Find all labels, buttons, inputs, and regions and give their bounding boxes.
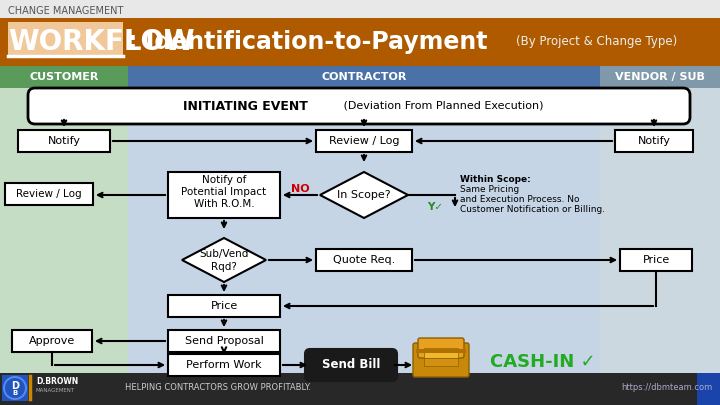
Text: Notify of: Notify of	[202, 175, 246, 185]
Bar	[0, 66, 128, 88]
Bar	[128, 66, 600, 88]
Bar	[0, 373, 720, 405]
Text: Notify: Notify	[637, 136, 670, 146]
Bar	[600, 66, 720, 88]
FancyBboxPatch shape	[413, 343, 469, 377]
Text: Notify: Notify	[48, 136, 81, 146]
Bar	[12, 330, 92, 352]
Text: https://dbmteam.com: https://dbmteam.com	[621, 382, 712, 392]
Bar	[168, 330, 280, 352]
Text: D: D	[11, 381, 19, 391]
Bar	[0, 66, 720, 88]
Bar	[615, 130, 693, 152]
Text: Rqd?: Rqd?	[211, 262, 237, 272]
FancyBboxPatch shape	[418, 338, 464, 358]
Bar	[168, 295, 280, 317]
Bar	[5, 183, 93, 205]
Text: Approve: Approve	[29, 336, 75, 346]
Text: VENDOR / SUB: VENDOR / SUB	[615, 72, 705, 82]
Text: Sub/Vend: Sub/Vend	[199, 249, 248, 259]
Text: WORKFLOW: WORKFLOW	[8, 28, 194, 56]
Text: Review / Log: Review / Log	[329, 136, 400, 146]
Text: Quote Req.: Quote Req.	[333, 255, 395, 265]
Text: HELPING CONTRACTORS GROW PROFITABLY.: HELPING CONTRACTORS GROW PROFITABLY.	[125, 382, 311, 392]
FancyBboxPatch shape	[28, 88, 690, 124]
Bar	[168, 172, 280, 218]
Text: D.BROWN: D.BROWN	[36, 377, 78, 386]
Text: Y✓: Y✓	[427, 202, 443, 212]
Text: MANAGEMENT: MANAGEMENT	[36, 388, 75, 392]
Bar	[8, 22, 123, 58]
Bar	[0, 88, 128, 373]
Text: Send Bill: Send Bill	[322, 358, 380, 371]
Bar	[2, 375, 28, 401]
Text: Customer Notification or Billing.: Customer Notification or Billing.	[460, 205, 605, 215]
Text: INITIATING EVENT: INITIATING EVENT	[183, 100, 308, 113]
Text: CHANGE MANAGEMENT: CHANGE MANAGEMENT	[8, 6, 123, 16]
Text: CASH-IN ✓: CASH-IN ✓	[490, 353, 595, 371]
Bar	[600, 88, 720, 373]
Text: Review / Log: Review / Log	[16, 189, 82, 199]
Text: (By Project & Change Type): (By Project & Change Type)	[516, 36, 678, 49]
Text: Perform Work: Perform Work	[186, 360, 262, 370]
Text: NO: NO	[291, 184, 310, 194]
Text: : Identification-to-Payment: : Identification-to-Payment	[128, 30, 487, 54]
Bar	[0, 0, 720, 18]
Bar	[316, 249, 412, 271]
Text: B: B	[12, 390, 17, 396]
Bar	[168, 354, 280, 376]
Text: (Deviation From Planned Execution): (Deviation From Planned Execution)	[340, 101, 544, 111]
Text: CUSTOMER: CUSTOMER	[30, 72, 99, 82]
FancyBboxPatch shape	[305, 349, 397, 381]
Text: Price: Price	[210, 301, 238, 311]
Bar	[620, 249, 692, 271]
Circle shape	[4, 377, 26, 399]
Text: Within Scope:: Within Scope:	[460, 175, 531, 185]
Text: Price: Price	[642, 255, 670, 265]
Text: With R.O.M.: With R.O.M.	[194, 199, 254, 209]
Bar	[316, 130, 412, 152]
Text: In Scope?: In Scope?	[337, 190, 391, 200]
Polygon shape	[320, 172, 408, 218]
Text: Same Pricing: Same Pricing	[460, 185, 519, 194]
Bar	[424, 348, 458, 358]
Text: Send Proposal: Send Proposal	[184, 336, 264, 346]
Bar	[128, 88, 600, 373]
Bar	[697, 373, 720, 405]
Text: and Execution Process. No: and Execution Process. No	[460, 196, 580, 205]
Bar	[416, 349, 466, 353]
Polygon shape	[182, 238, 266, 282]
Text: Potential Impact: Potential Impact	[181, 187, 266, 197]
Bar	[18, 130, 110, 152]
Text: CONTRACTOR: CONTRACTOR	[321, 72, 407, 82]
Bar	[0, 18, 720, 66]
Bar	[424, 358, 458, 366]
